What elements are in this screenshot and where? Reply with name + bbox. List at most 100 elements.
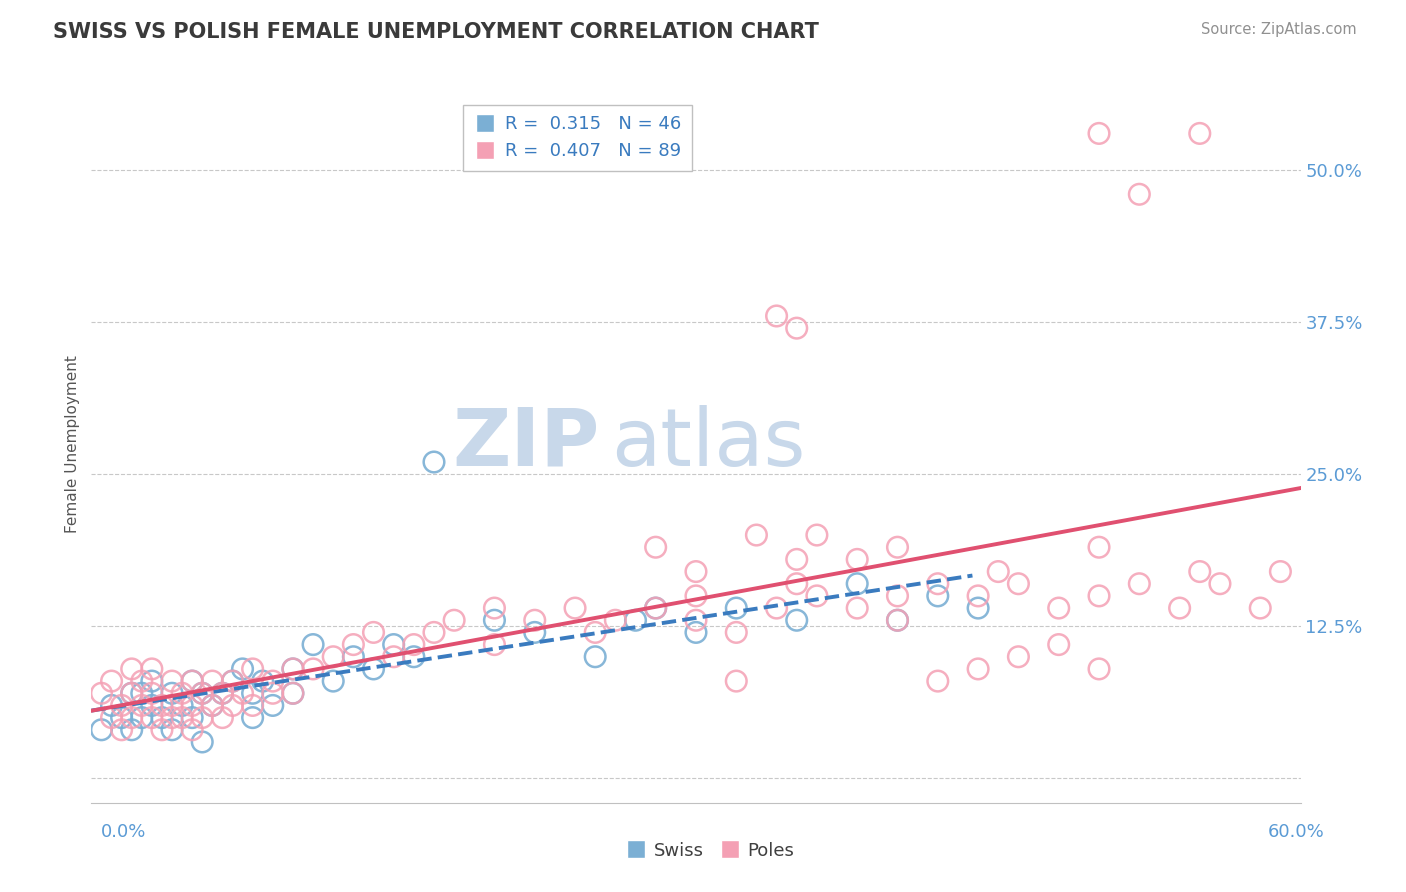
Point	[987, 565, 1010, 579]
Point	[886, 613, 908, 627]
Point	[231, 686, 253, 700]
Point	[1007, 576, 1029, 591]
Point	[302, 638, 325, 652]
Point	[685, 625, 707, 640]
Point	[160, 723, 183, 737]
Point	[242, 686, 264, 700]
Point	[181, 710, 204, 724]
Point	[806, 528, 828, 542]
Text: 0.0%: 0.0%	[101, 822, 146, 840]
Text: SWISS VS POLISH FEMALE UNEMPLOYMENT CORRELATION CHART: SWISS VS POLISH FEMALE UNEMPLOYMENT CORR…	[53, 22, 820, 42]
Point	[121, 710, 143, 724]
Point	[342, 649, 364, 664]
Point	[322, 649, 344, 664]
Point	[765, 309, 787, 323]
Point	[191, 686, 214, 700]
Point	[150, 723, 173, 737]
Text: atlas: atlas	[612, 405, 806, 483]
Point	[160, 686, 183, 700]
Point	[172, 710, 194, 724]
Point	[846, 601, 869, 615]
Point	[564, 601, 586, 615]
Y-axis label: Female Unemployment: Female Unemployment	[65, 355, 80, 533]
Text: ZIP: ZIP	[451, 405, 599, 483]
Point	[685, 613, 707, 627]
Point	[281, 686, 304, 700]
Point	[141, 674, 163, 689]
Point	[150, 710, 173, 724]
Point	[191, 710, 214, 724]
Point	[160, 710, 183, 724]
Point	[252, 674, 274, 689]
Point	[201, 698, 224, 713]
Point	[1007, 649, 1029, 664]
Point	[1088, 127, 1111, 141]
Point	[201, 674, 224, 689]
Point	[111, 723, 132, 737]
Point	[725, 674, 748, 689]
Point	[211, 686, 233, 700]
Point	[1168, 601, 1191, 615]
Point	[231, 662, 253, 676]
Point	[886, 613, 908, 627]
Point	[342, 638, 364, 652]
Point	[211, 686, 233, 700]
Point	[181, 674, 204, 689]
Point	[111, 698, 132, 713]
Point	[181, 674, 204, 689]
Point	[402, 649, 425, 664]
Point	[131, 698, 153, 713]
Point	[1088, 589, 1111, 603]
Point	[725, 601, 748, 615]
Point	[725, 625, 748, 640]
Point	[121, 662, 143, 676]
Point	[1088, 662, 1111, 676]
Point	[121, 686, 143, 700]
Point	[846, 552, 869, 566]
Point	[605, 613, 627, 627]
Point	[1128, 187, 1150, 202]
Point	[423, 455, 446, 469]
Point	[90, 723, 112, 737]
Point	[786, 321, 808, 335]
Point	[967, 601, 990, 615]
Point	[201, 698, 224, 713]
Point	[141, 686, 163, 700]
Point	[967, 662, 990, 676]
Point	[886, 540, 908, 554]
Point	[484, 613, 506, 627]
Point	[402, 638, 425, 652]
Point	[131, 686, 153, 700]
Point	[685, 589, 707, 603]
Point	[121, 723, 143, 737]
Point	[583, 625, 606, 640]
Point	[172, 698, 194, 713]
Point	[644, 601, 666, 615]
Point	[1188, 127, 1211, 141]
Point	[363, 662, 385, 676]
Point	[322, 674, 344, 689]
Point	[484, 601, 506, 615]
Point	[121, 686, 143, 700]
Text: 60.0%: 60.0%	[1268, 822, 1324, 840]
Point	[765, 601, 787, 615]
Point	[262, 686, 284, 700]
Text: Source: ZipAtlas.com: Source: ZipAtlas.com	[1201, 22, 1357, 37]
Point	[745, 528, 768, 542]
Point	[141, 662, 163, 676]
Point	[211, 710, 233, 724]
Point	[131, 674, 153, 689]
Point	[846, 576, 869, 591]
Legend: Swiss, Poles: Swiss, Poles	[619, 835, 801, 867]
Point	[191, 686, 214, 700]
Point	[523, 625, 546, 640]
Point	[1188, 565, 1211, 579]
Point	[150, 698, 173, 713]
Point	[886, 589, 908, 603]
Point	[382, 649, 405, 664]
Point	[160, 674, 183, 689]
Point	[100, 674, 122, 689]
Point	[141, 710, 163, 724]
Point	[172, 686, 194, 700]
Point	[1047, 638, 1070, 652]
